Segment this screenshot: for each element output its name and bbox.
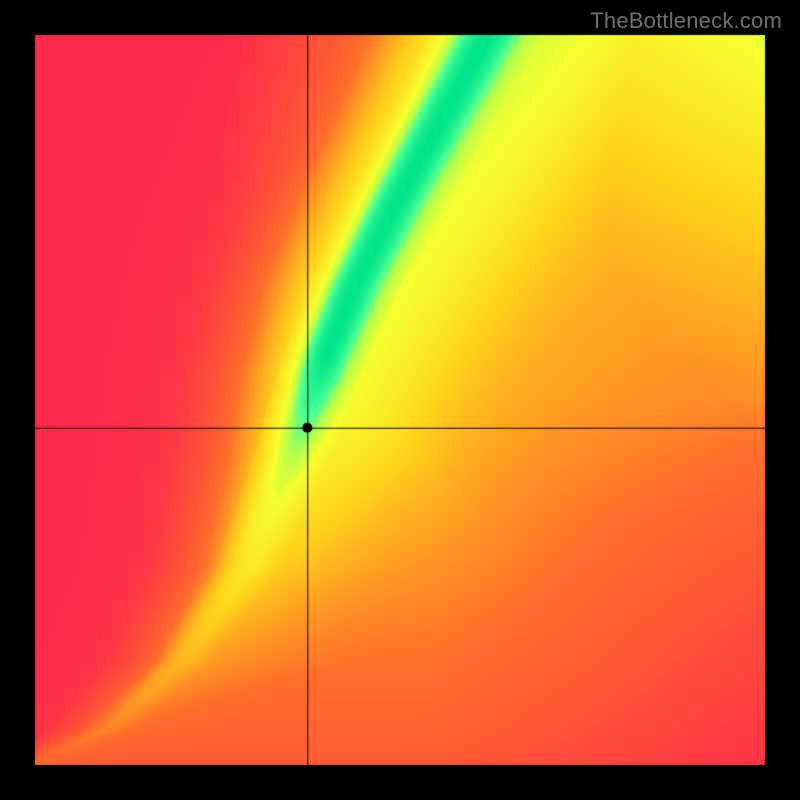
- watermark-label: TheBottleneck.com: [590, 8, 782, 34]
- chart-container: TheBottleneck.com: [0, 0, 800, 800]
- bottleneck-heatmap: [0, 0, 800, 800]
